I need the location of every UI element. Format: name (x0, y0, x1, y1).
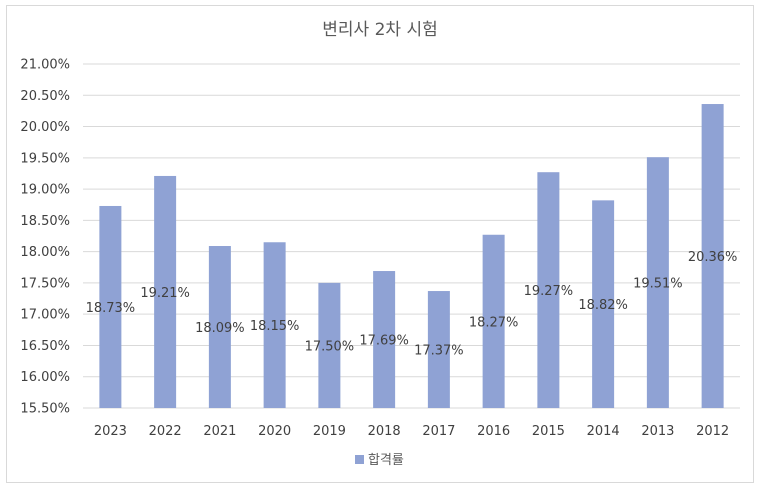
bar-2022 (154, 175, 177, 408)
y-tick-label: 19.00% (20, 183, 70, 198)
x-tick-label: 2022 (149, 424, 182, 439)
data-label-2023: 18.73% (86, 301, 136, 316)
data-label-2022: 19.21% (140, 286, 190, 301)
y-tick-label: 17.50% (20, 276, 70, 291)
data-label-2013: 19.51% (633, 277, 683, 292)
x-tick-label: 2014 (587, 424, 620, 439)
bar-2015 (537, 172, 560, 408)
x-tick-label: 2020 (258, 424, 291, 439)
bar-2017 (427, 291, 450, 408)
data-label-2020: 18.15% (250, 319, 300, 334)
data-label-2016: 18.27% (469, 315, 519, 330)
y-tick-label: 21.00% (20, 58, 70, 73)
data-label-2014: 18.82% (578, 298, 628, 313)
bar-2020 (263, 242, 286, 408)
x-tick-label: 2019 (313, 424, 346, 439)
data-label-2019: 17.50% (305, 339, 355, 354)
bar-2021 (208, 246, 231, 408)
bar-2012 (701, 104, 724, 409)
y-tick-label: 17.00% (20, 308, 70, 323)
legend-swatch (355, 455, 364, 464)
y-tick-label: 15.50% (20, 402, 70, 417)
x-tick-label: 2012 (696, 424, 729, 439)
bar-2014 (592, 200, 615, 408)
x-tick-label: 2016 (477, 424, 510, 439)
y-tick-label: 18.50% (20, 214, 70, 229)
x-tick-label: 2023 (94, 424, 127, 439)
x-tick-label: 2021 (203, 424, 236, 439)
y-tick-label: 20.50% (20, 89, 70, 104)
x-tick-label: 2015 (532, 424, 565, 439)
data-label-2018: 17.69% (359, 334, 409, 349)
y-tick-label: 16.50% (20, 339, 70, 354)
chart-title: 변리사 2차 시험 (322, 20, 437, 40)
data-label-2015: 19.27% (524, 284, 574, 299)
data-label-2012: 20.36% (688, 250, 738, 265)
bar-2023 (99, 205, 122, 408)
legend: 합격률 (355, 453, 404, 468)
bar-2016 (482, 234, 505, 408)
bar-2013 (646, 157, 669, 408)
bar-2019 (318, 282, 341, 408)
y-tick-label: 16.00% (20, 370, 70, 385)
data-label-2021: 18.09% (195, 321, 245, 336)
y-tick-label: 19.50% (20, 151, 70, 166)
data-label-2017: 17.37% (414, 344, 464, 359)
x-tick-label: 2013 (641, 424, 674, 439)
y-tick-label: 18.00% (20, 245, 70, 260)
y-tick-label: 20.00% (20, 120, 70, 135)
legend-label: 합격률 (368, 453, 404, 468)
bar-2018 (373, 271, 396, 408)
x-tick-label: 2018 (368, 424, 401, 439)
x-tick-label: 2017 (422, 424, 455, 439)
